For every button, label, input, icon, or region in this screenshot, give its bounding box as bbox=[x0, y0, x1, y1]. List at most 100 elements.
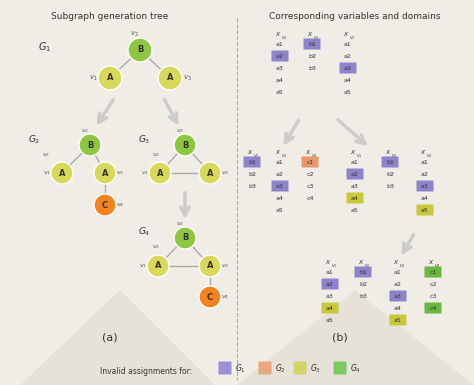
FancyBboxPatch shape bbox=[339, 62, 356, 74]
Text: $v_3$: $v_3$ bbox=[221, 262, 229, 270]
FancyBboxPatch shape bbox=[390, 291, 407, 301]
Circle shape bbox=[174, 227, 196, 249]
Text: $v_3$: $v_3$ bbox=[281, 152, 287, 160]
FancyBboxPatch shape bbox=[334, 362, 346, 375]
Text: $G_2$: $G_2$ bbox=[28, 134, 40, 147]
Circle shape bbox=[199, 286, 221, 308]
Text: a2: a2 bbox=[276, 54, 284, 59]
Text: b2: b2 bbox=[386, 171, 394, 176]
Text: $v_4$: $v_4$ bbox=[221, 293, 229, 301]
Text: b1: b1 bbox=[308, 42, 316, 47]
Text: a4: a4 bbox=[351, 196, 359, 201]
Text: a4: a4 bbox=[394, 306, 402, 310]
Text: a1: a1 bbox=[276, 159, 284, 164]
Text: a3: a3 bbox=[351, 184, 359, 189]
Text: B: B bbox=[182, 233, 188, 243]
Text: c1: c1 bbox=[429, 270, 437, 275]
Text: $v_1$: $v_1$ bbox=[331, 262, 337, 270]
Circle shape bbox=[51, 162, 73, 184]
Circle shape bbox=[79, 134, 101, 156]
Circle shape bbox=[147, 255, 169, 277]
Text: A: A bbox=[102, 169, 108, 177]
Text: $G_1$: $G_1$ bbox=[38, 40, 51, 54]
Circle shape bbox=[98, 66, 122, 90]
Text: c1: c1 bbox=[306, 159, 314, 164]
Text: $v_2$: $v_2$ bbox=[129, 29, 138, 38]
Text: a1: a1 bbox=[421, 159, 429, 164]
Text: $v_2$: $v_2$ bbox=[176, 127, 184, 135]
Text: C: C bbox=[207, 293, 213, 301]
Text: a4: a4 bbox=[276, 196, 284, 201]
Text: Corresponding variables and domains: Corresponding variables and domains bbox=[269, 12, 441, 21]
Text: c2: c2 bbox=[429, 281, 437, 286]
Text: a2: a2 bbox=[351, 171, 359, 176]
Polygon shape bbox=[20, 290, 215, 385]
Text: a3: a3 bbox=[344, 65, 352, 70]
Text: B: B bbox=[182, 141, 188, 149]
Text: b1: b1 bbox=[386, 159, 394, 164]
Text: B: B bbox=[137, 45, 143, 55]
Text: c3: c3 bbox=[429, 293, 437, 298]
Text: $x$: $x$ bbox=[385, 148, 391, 156]
Text: a3: a3 bbox=[326, 293, 334, 298]
FancyBboxPatch shape bbox=[390, 315, 407, 325]
Text: B: B bbox=[87, 141, 93, 149]
Text: A: A bbox=[207, 169, 213, 177]
FancyBboxPatch shape bbox=[321, 278, 338, 290]
Text: c4: c4 bbox=[306, 196, 314, 201]
Text: $x$: $x$ bbox=[358, 258, 364, 266]
FancyBboxPatch shape bbox=[321, 303, 338, 313]
Text: c3: c3 bbox=[306, 184, 314, 189]
Text: a4: a4 bbox=[276, 77, 284, 82]
Text: a2: a2 bbox=[421, 171, 429, 176]
Text: A: A bbox=[107, 74, 113, 82]
Text: $v_1$: $v_1$ bbox=[43, 169, 51, 177]
Polygon shape bbox=[237, 290, 474, 385]
Text: $v_2$: $v_2$ bbox=[152, 151, 160, 159]
Text: $v_3$: $v_3$ bbox=[116, 169, 124, 177]
Text: $v_3$: $v_3$ bbox=[182, 74, 191, 83]
Circle shape bbox=[149, 162, 171, 184]
Circle shape bbox=[94, 194, 116, 216]
Text: a2: a2 bbox=[276, 171, 284, 176]
Text: $v_3$: $v_3$ bbox=[426, 152, 432, 160]
Text: a4: a4 bbox=[344, 77, 352, 82]
Text: Subgraph generation tree: Subgraph generation tree bbox=[51, 12, 169, 21]
Text: $x$: $x$ bbox=[350, 148, 356, 156]
Text: a1: a1 bbox=[344, 42, 352, 47]
Text: $G_4$: $G_4$ bbox=[350, 363, 361, 375]
Text: $v_1$: $v_1$ bbox=[89, 74, 97, 83]
Text: $x$: $x$ bbox=[420, 148, 426, 156]
FancyBboxPatch shape bbox=[244, 156, 261, 167]
Text: a2: a2 bbox=[344, 54, 352, 59]
Text: $v_1$: $v_1$ bbox=[141, 169, 149, 177]
Text: $G_2$: $G_2$ bbox=[275, 363, 286, 375]
Text: $x$: $x$ bbox=[307, 30, 313, 38]
Text: b2: b2 bbox=[308, 54, 316, 59]
Text: $v_4$: $v_4$ bbox=[116, 201, 124, 209]
Circle shape bbox=[199, 162, 221, 184]
Text: $x$: $x$ bbox=[428, 258, 434, 266]
Text: Invalid assignments for:: Invalid assignments for: bbox=[100, 368, 192, 377]
Text: $v_3$: $v_3$ bbox=[221, 169, 229, 177]
Text: C: C bbox=[102, 201, 108, 209]
FancyBboxPatch shape bbox=[417, 204, 434, 216]
Text: $v_1$: $v_1$ bbox=[139, 262, 147, 270]
Text: a1: a1 bbox=[276, 42, 284, 47]
FancyBboxPatch shape bbox=[346, 192, 364, 204]
Text: a3: a3 bbox=[394, 293, 402, 298]
Text: $v_4$: $v_4$ bbox=[310, 152, 318, 160]
FancyBboxPatch shape bbox=[303, 38, 320, 50]
Text: A: A bbox=[157, 169, 163, 177]
Text: c4: c4 bbox=[429, 306, 437, 310]
Circle shape bbox=[174, 134, 196, 156]
FancyBboxPatch shape bbox=[382, 156, 399, 167]
Text: a5: a5 bbox=[276, 89, 284, 94]
Text: $v_1$: $v_1$ bbox=[281, 34, 287, 42]
FancyBboxPatch shape bbox=[258, 362, 272, 375]
Text: $v_2$: $v_2$ bbox=[81, 127, 89, 135]
Text: a3: a3 bbox=[276, 65, 284, 70]
FancyBboxPatch shape bbox=[219, 362, 231, 375]
Circle shape bbox=[128, 38, 152, 62]
Circle shape bbox=[199, 255, 221, 277]
